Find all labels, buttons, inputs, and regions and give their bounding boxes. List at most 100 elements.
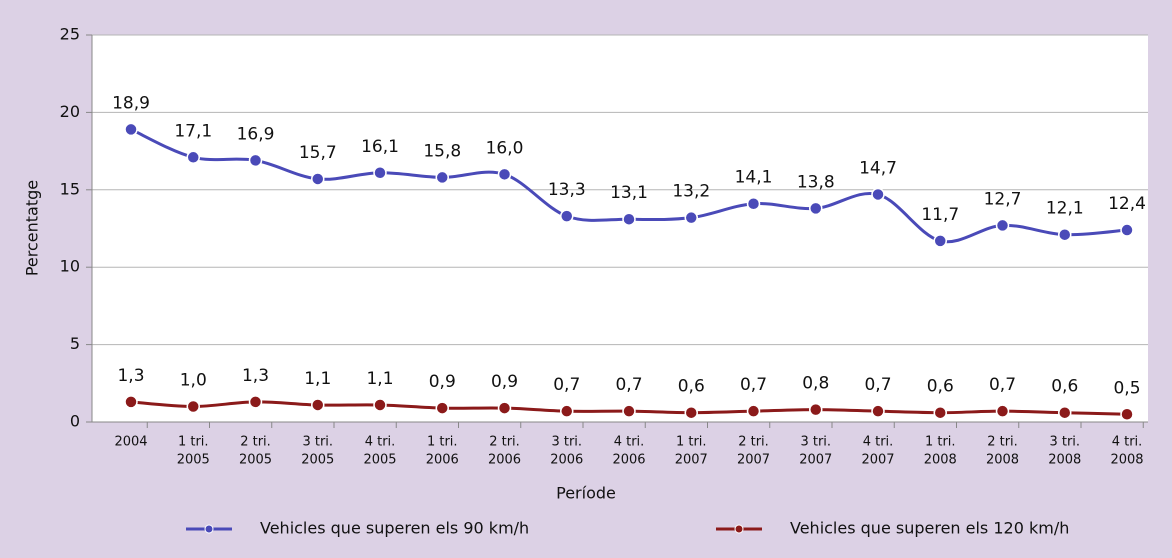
x-tick-label: 2 tri. xyxy=(987,435,1018,450)
point xyxy=(933,405,947,420)
value-label: 1,3 xyxy=(117,366,144,386)
value-label: 1,0 xyxy=(180,371,207,391)
point xyxy=(1120,223,1134,237)
value-label: 13,2 xyxy=(672,182,710,202)
x-tick-label: 2007 xyxy=(861,453,894,468)
x-tick-label: 2005 xyxy=(363,453,396,468)
value-label: 0,9 xyxy=(429,372,456,392)
x-tick-label: 2007 xyxy=(675,453,708,468)
x-tick-label: 2006 xyxy=(612,453,645,468)
y-tick-label: 10 xyxy=(60,257,80,276)
value-label: 1,1 xyxy=(366,369,393,389)
point xyxy=(1120,407,1134,422)
x-tick-label: 2005 xyxy=(301,453,334,468)
value-label: 16,1 xyxy=(361,137,399,157)
point xyxy=(995,218,1010,233)
value-label: 12,1 xyxy=(1046,199,1084,219)
x-tick-label: 4 tri. xyxy=(614,435,645,450)
point xyxy=(1058,227,1072,242)
value-label: 13,1 xyxy=(610,183,648,203)
x-tick-label: 1 tri. xyxy=(427,435,458,450)
x-axis-label: Període xyxy=(556,484,616,503)
value-label: 0,8 xyxy=(802,374,829,394)
x-tick-label: 2005 xyxy=(177,453,210,468)
point xyxy=(684,405,698,420)
value-label: 0,9 xyxy=(491,372,518,392)
point xyxy=(373,166,387,180)
x-tick-label: 2005 xyxy=(239,453,272,468)
plot-area xyxy=(92,35,1148,422)
point xyxy=(746,196,761,211)
point xyxy=(435,401,449,415)
point xyxy=(497,401,512,415)
legend-label: Vehicles que superen els 120 km/h xyxy=(790,519,1069,538)
x-tick-label: 2 tri. xyxy=(738,435,769,450)
value-label: 0,7 xyxy=(615,375,642,395)
point xyxy=(186,150,200,165)
point xyxy=(560,209,574,223)
x-tick-label: 2008 xyxy=(1110,453,1143,468)
value-label: 17,1 xyxy=(174,121,212,141)
legend-marker xyxy=(734,524,744,534)
y-tick-label: 20 xyxy=(60,102,80,121)
value-label: 13,8 xyxy=(797,172,835,192)
value-label: 14,7 xyxy=(859,158,897,178)
point xyxy=(560,404,574,418)
value-label: 16,0 xyxy=(486,138,524,158)
value-label: 1,1 xyxy=(304,369,331,389)
x-tick-label: 2007 xyxy=(799,453,832,468)
point xyxy=(933,234,947,248)
value-label: 0,6 xyxy=(1051,377,1078,397)
point xyxy=(124,395,138,409)
x-tick-label: 4 tri. xyxy=(1112,435,1143,450)
legend-marker xyxy=(204,524,214,534)
y-tick-label: 5 xyxy=(70,334,80,353)
value-label: 12,4 xyxy=(1108,194,1146,214)
point xyxy=(435,170,449,185)
x-tick-label: 2007 xyxy=(737,453,770,468)
point xyxy=(373,398,387,412)
x-tick-label: 1 tri. xyxy=(676,435,707,450)
value-label: 0,7 xyxy=(553,375,580,395)
x-tick-label: 2008 xyxy=(1048,453,1081,468)
x-tick-label: 2008 xyxy=(986,453,1019,468)
x-tick-label: 1 tri. xyxy=(178,435,209,450)
point xyxy=(622,212,636,226)
x-tick-label: 4 tri. xyxy=(365,435,396,450)
x-tick-label: 3 tri. xyxy=(302,435,333,450)
value-label: 1,3 xyxy=(242,366,269,386)
y-tick-label: 0 xyxy=(70,412,80,431)
point xyxy=(1058,405,1072,420)
point xyxy=(248,395,263,409)
x-tick-label: 3 tri. xyxy=(551,435,582,450)
point xyxy=(186,399,200,414)
value-label: 0,5 xyxy=(1113,378,1140,398)
value-label: 14,1 xyxy=(735,168,773,188)
x-tick-label: 1 tri. xyxy=(925,435,956,450)
x-tick-label: 3 tri. xyxy=(800,435,831,450)
x-tick-label: 2 tri. xyxy=(489,435,520,450)
x-tick-label: 2 tri. xyxy=(240,435,271,450)
point xyxy=(746,404,761,418)
value-label: 11,7 xyxy=(921,205,959,225)
y-tick-label: 15 xyxy=(60,179,80,198)
value-label: 13,3 xyxy=(548,180,586,200)
x-tick-label: 3 tri. xyxy=(1049,435,1080,450)
point xyxy=(311,172,325,186)
x-tick-label: 4 tri. xyxy=(863,435,894,450)
value-label: 0,7 xyxy=(989,375,1016,395)
x-tick-label: 2006 xyxy=(550,453,583,468)
point xyxy=(248,153,263,168)
point xyxy=(871,187,885,202)
point xyxy=(871,404,885,418)
y-axis-label: Percentatge xyxy=(23,180,42,276)
value-label: 0,6 xyxy=(927,377,954,397)
point xyxy=(497,167,512,182)
value-label: 15,7 xyxy=(299,143,337,163)
value-label: 0,7 xyxy=(740,375,767,395)
value-label: 18,9 xyxy=(112,93,150,113)
point xyxy=(809,402,823,417)
point xyxy=(311,398,325,412)
x-tick-label: 2004 xyxy=(114,435,147,450)
